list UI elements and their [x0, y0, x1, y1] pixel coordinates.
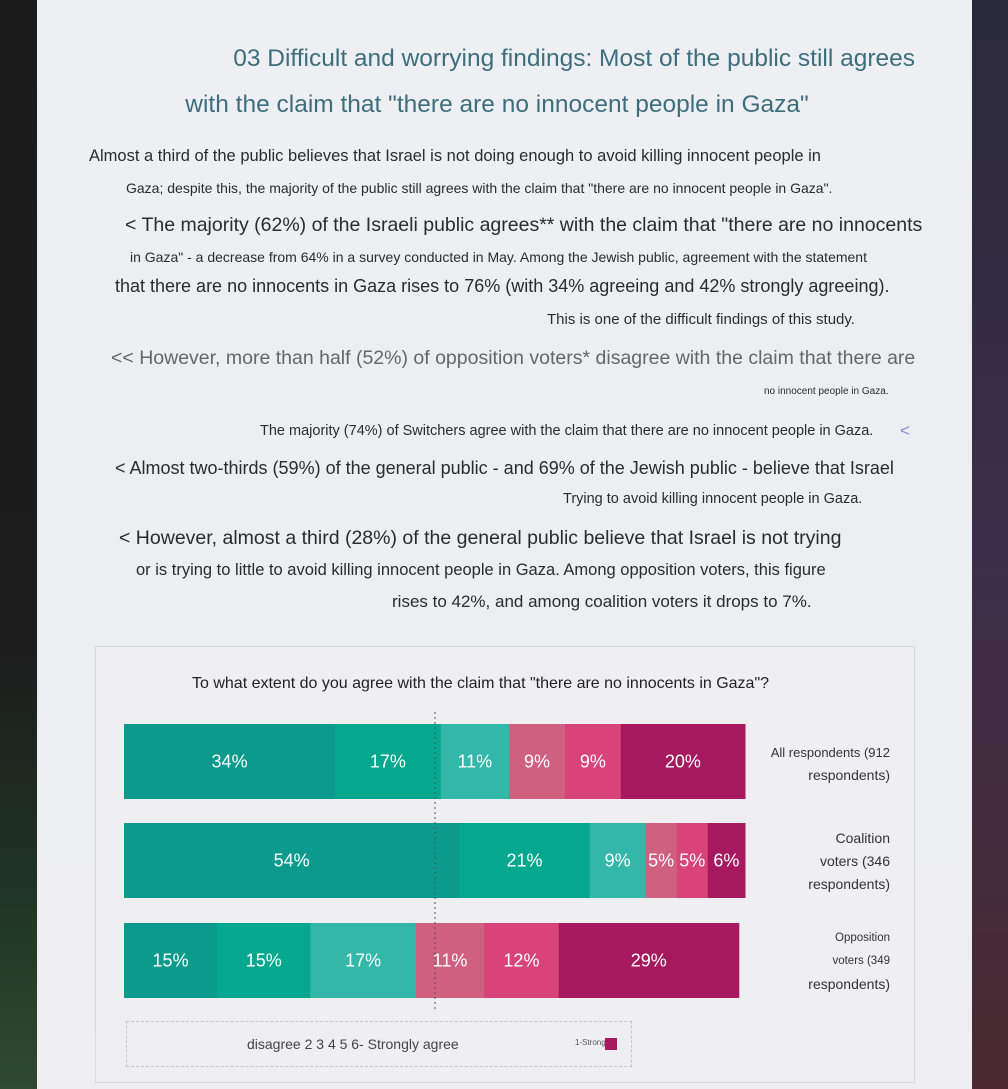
row-label-line: respondents): [808, 876, 890, 892]
bar-segment: [564, 724, 622, 799]
bar-value-label: 54%: [274, 851, 310, 871]
bar-value-label: 20%: [665, 752, 701, 772]
bar-segment: [589, 823, 647, 898]
bar-value-label: 29%: [631, 951, 667, 971]
row-label-line: voters (346: [819, 853, 890, 869]
finding1-line1: < The majority (62%) of the Israeli publ…: [125, 214, 923, 236]
finding5-line3: rises to 42%, and among coalition voters…: [392, 592, 812, 611]
bar-value-label: 17%: [345, 951, 381, 971]
row-label-line: respondents): [808, 767, 890, 783]
bar-segment: [335, 724, 442, 799]
bar-value-label: 5%: [679, 851, 705, 871]
bar-value-label: 12%: [503, 951, 539, 971]
bar-segment: [310, 923, 417, 998]
bar-value-label: 9%: [580, 752, 606, 772]
bar-segment: [415, 923, 485, 998]
bar-segment: [558, 923, 740, 998]
bar-value-label: 9%: [605, 851, 631, 871]
bar-value-label: 15%: [153, 951, 189, 971]
legend-text: disagree 2 3 4 5 6- Strongly agree: [247, 1036, 459, 1052]
bar-segment: [484, 923, 560, 998]
section-title-line1: 03 Difficult and worrying findings: Most…: [233, 45, 915, 72]
finding2-line2: no innocent people in Gaza.: [764, 386, 889, 397]
bar-value-label: 5%: [648, 851, 674, 871]
bar-segment: [676, 823, 709, 898]
bar-segment: [217, 923, 311, 998]
bar-segment: [707, 823, 746, 898]
finding5-line1: < However, almost a third (28%) of the g…: [119, 527, 842, 549]
bar-segment: [645, 823, 678, 898]
chart-title: To what extent do you agree with the cla…: [192, 675, 770, 692]
bar-value-label: 34%: [212, 752, 248, 772]
bar-segment: [620, 724, 746, 799]
finding3-arrow-icon: <: [900, 421, 910, 440]
finding1-line2: in Gaza" - a decrease from 64% in a surv…: [130, 249, 867, 265]
bar-value-label: 17%: [370, 752, 406, 772]
chart-card: To what extent do you agree with the cla…: [95, 646, 915, 1083]
row-label: All respondents (912 respondents): [771, 741, 890, 787]
right-backdrop: [972, 0, 1008, 1089]
finding1-line3: that there are no innocents in Gaza rise…: [115, 276, 890, 296]
finding5-line2: or is trying to little to avoid killing …: [136, 561, 826, 579]
bar-segment: [459, 823, 591, 898]
row-label-line: All respondents (912: [770, 745, 890, 760]
finding1-line4: This is one of the difficult findings of…: [547, 311, 855, 328]
bar-value-label: 9%: [524, 752, 550, 772]
bar-value-label: 21%: [507, 851, 543, 871]
bar-value-label: 15%: [246, 951, 282, 971]
row-label-line: Coalition: [835, 830, 890, 846]
left-backdrop: [0, 0, 37, 1089]
intro-line2: Gaza; despite this, the majority of the …: [126, 180, 833, 196]
finding3-line1: The majority (74%) of Switchers agree wi…: [260, 423, 874, 439]
section-title-line2: with the claim that "there are no innoce…: [185, 91, 809, 118]
finding4-line2: Trying to avoid killing innocent people …: [563, 491, 863, 507]
bar-segment: [124, 823, 460, 898]
bar-segment: [440, 724, 510, 799]
bar-value-label: 11%: [458, 752, 493, 772]
legend: disagree 2 3 4 5 6- Strongly agree 1-Str…: [126, 1021, 632, 1067]
finding2-line1: << However, more than half (52%) of oppo…: [111, 347, 916, 369]
legend-small-label: 1-Strongly: [575, 1038, 612, 1047]
row-label-line: Opposition: [835, 932, 890, 944]
finding4-line1: < Almost two-thirds (59%) of the general…: [115, 458, 894, 478]
bar-segment: [124, 724, 336, 799]
intro-line1: Almost a third of the public believes th…: [89, 147, 821, 165]
bar-value-label: 6%: [713, 851, 739, 871]
row-label-line: voters (349: [832, 955, 890, 967]
row-label-line: respondents): [808, 976, 890, 992]
legend-swatch: [605, 1038, 617, 1050]
stacked-bar-chart: 34% 17% 11% 9% 9% 20% 54% 21% 9% 5% 5% 6% 15% 15% 17% 1…: [124, 712, 746, 1009]
report-page: 03 Difficult and worrying findings: Most…: [37, 0, 972, 1089]
row-label: Opposition voters (349 respondents): [808, 927, 890, 996]
row-label: Coalition voters (346 respondents): [808, 827, 890, 896]
bar-segment: [509, 724, 566, 799]
bar-segment: [124, 923, 218, 998]
bar-value-label: 11%: [433, 951, 468, 971]
